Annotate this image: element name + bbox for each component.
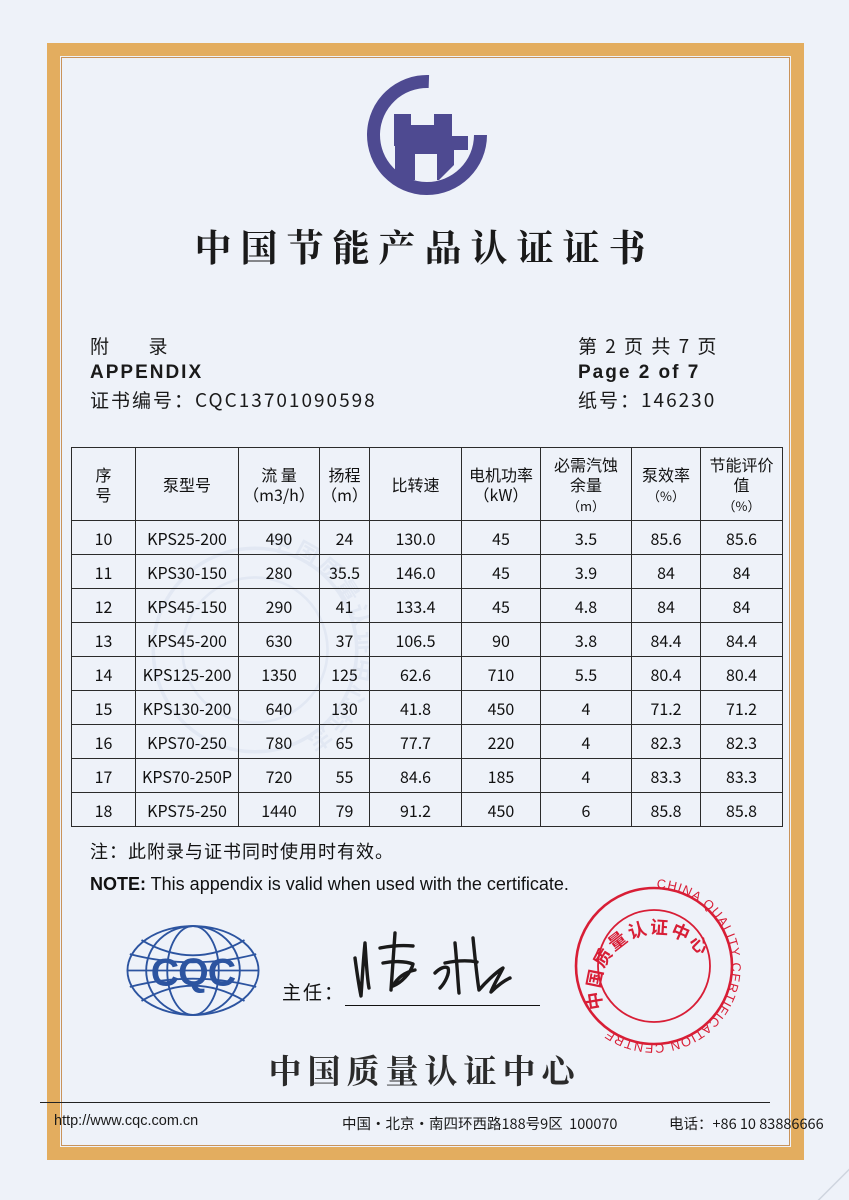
svg-text:CQC: CQC [151,950,236,994]
svg-text:CHINA QUALITY CERTIFICATION CE: CHINA QUALITY CERTIFICATION CENTRE [601,878,742,1054]
